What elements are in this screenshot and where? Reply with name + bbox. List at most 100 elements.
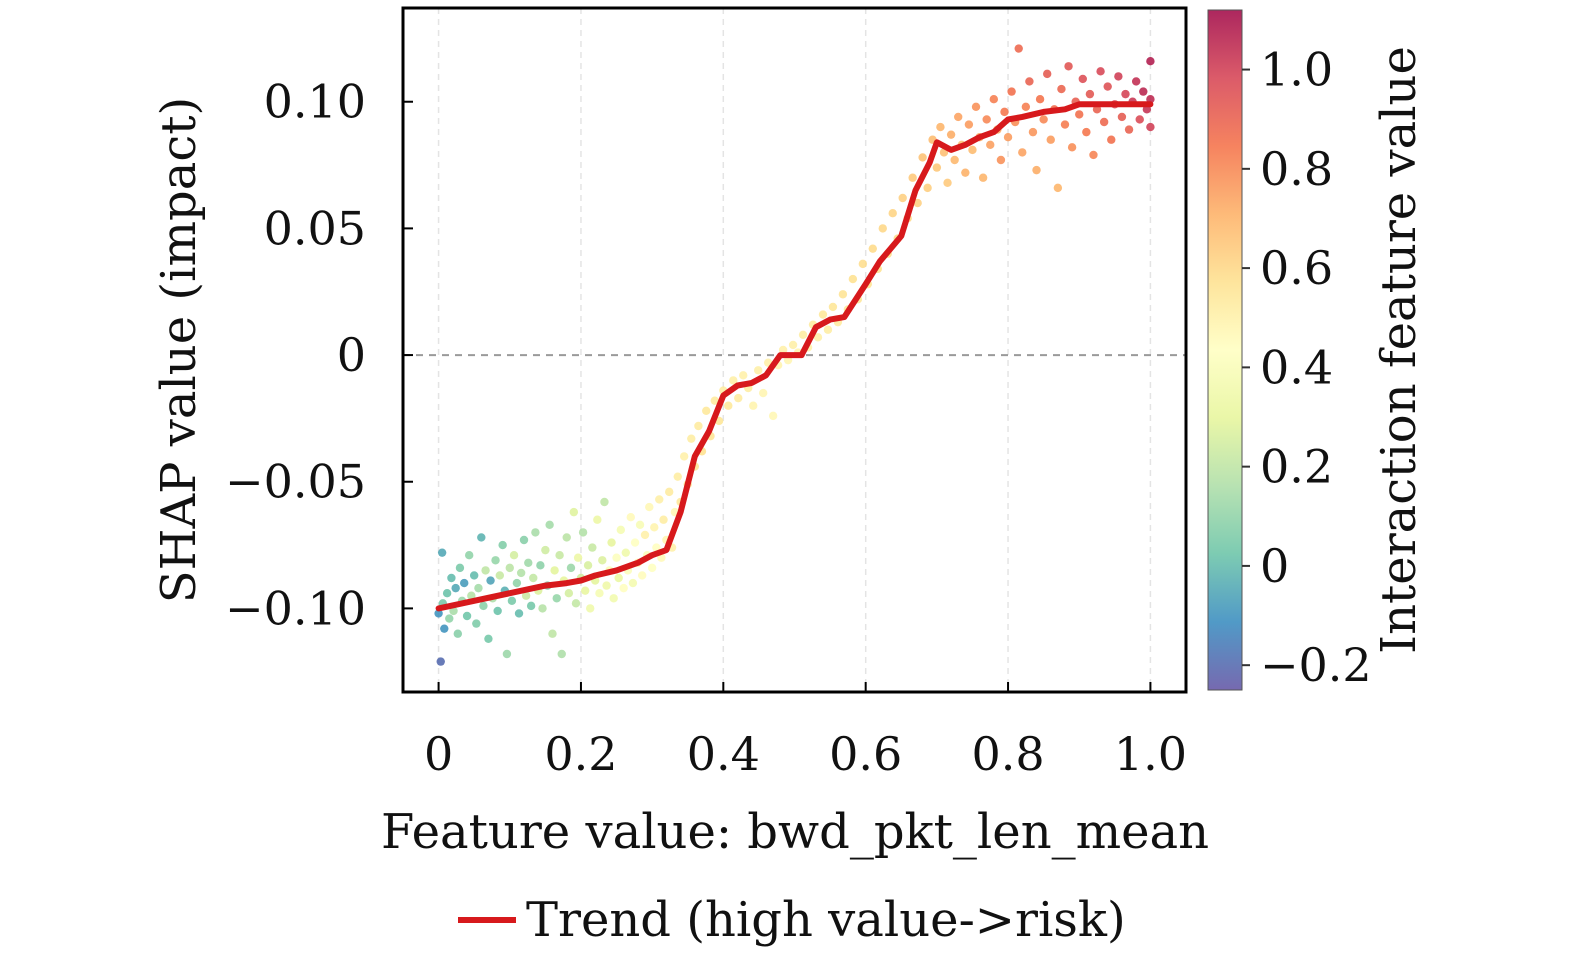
scatter-point <box>673 472 682 481</box>
scatter-point <box>445 614 454 623</box>
scatter-point <box>734 393 743 403</box>
scatter-point <box>479 601 488 611</box>
scatter-point <box>524 558 533 567</box>
scatter-point <box>569 507 579 517</box>
scatter-point <box>778 345 788 355</box>
colorbar-tick-label: 0 <box>1260 539 1289 593</box>
scatter-point <box>1107 135 1116 144</box>
scatter-point <box>564 589 574 598</box>
scatter-point <box>1060 120 1070 129</box>
scatter-point <box>464 551 474 560</box>
scatter-point <box>526 601 536 611</box>
scatter-point <box>1114 72 1123 81</box>
x-tick-label: 0 <box>424 727 453 781</box>
colorbar-tick-label: 0.4 <box>1260 340 1333 394</box>
scatter-point <box>1014 44 1023 53</box>
scatter-point <box>982 115 991 124</box>
scatter-point <box>619 583 628 593</box>
scatter-point <box>647 563 657 573</box>
scatter-point <box>650 523 659 532</box>
scatter-point <box>519 535 529 545</box>
scatter-point <box>1042 69 1052 79</box>
scatter-point <box>1139 87 1148 96</box>
scatter-point <box>538 604 547 613</box>
scatter-point <box>566 563 576 573</box>
scatter-point <box>571 599 581 608</box>
scatter-point <box>469 571 479 580</box>
scatter-point <box>1032 165 1041 175</box>
scatter-point <box>932 163 942 172</box>
scatter-point <box>1131 77 1141 86</box>
y-tick-label: −0.05 <box>225 455 366 509</box>
scatter-point <box>593 515 602 524</box>
scatter-point <box>531 528 540 537</box>
colorbar-ticks: 1.0 0.8 0.6 0.4 0.2 0 −0.2 <box>1242 43 1372 692</box>
scatter-point <box>694 421 703 431</box>
scatter-point <box>1146 57 1155 66</box>
scatter-point <box>753 366 763 375</box>
plot-area: 0 0.2 0.4 0.6 0.8 1.0 0.10 0.05 0 −0.05 −0.10 <box>225 6 1188 781</box>
scatter-point <box>923 183 932 193</box>
scatter-point <box>609 594 618 603</box>
scatter-point <box>838 290 848 299</box>
scatter-point <box>451 583 460 593</box>
scatter-point <box>493 606 502 616</box>
scatter-point <box>1121 89 1130 99</box>
scatter-point <box>509 551 519 560</box>
scatter-point <box>455 563 465 573</box>
scatter-point <box>665 487 674 497</box>
scatter-point <box>467 591 476 600</box>
scatter-point <box>749 401 758 410</box>
scatter-point <box>442 589 452 598</box>
scatter-point <box>1099 117 1109 127</box>
scatter-point <box>828 302 838 312</box>
scatter-point <box>578 528 588 537</box>
scatter-point <box>1085 89 1095 99</box>
scatter-point <box>739 371 748 380</box>
scatter-point <box>588 543 597 552</box>
scatter-point <box>462 611 472 621</box>
scatter-point <box>823 325 833 334</box>
y-axis-ticks: 0.10 0.05 0 −0.05 −0.10 <box>225 75 413 635</box>
scatter-point <box>434 609 443 618</box>
x-tick-label: 0.6 <box>829 727 902 781</box>
scatter-point <box>640 530 650 540</box>
scatter-point <box>460 578 469 588</box>
scatter-point <box>1103 82 1112 91</box>
scatter-point <box>507 596 517 605</box>
scatter-point <box>858 259 868 269</box>
scatter-point <box>1003 133 1013 142</box>
scatter-point <box>679 452 689 461</box>
scatter-point <box>477 533 486 542</box>
scatter-point <box>1089 150 1098 160</box>
scatter-point <box>1007 87 1016 96</box>
scatter-point <box>516 568 526 578</box>
scatter-point <box>548 629 557 638</box>
scatter-point <box>453 629 463 638</box>
scatter-point <box>687 434 696 443</box>
scatter-point <box>878 224 887 233</box>
legend-label-trend: Trend (high value->risk) <box>526 892 1126 948</box>
scatter-point <box>1028 127 1038 137</box>
scatter-point <box>918 153 927 162</box>
scatter-point <box>437 548 447 557</box>
scatter-point <box>637 571 647 580</box>
trend-line <box>435 101 1154 612</box>
scatter-point <box>936 122 945 132</box>
scatter-point <box>598 556 607 565</box>
scatter-point <box>1035 95 1045 104</box>
scatter-point <box>1018 148 1027 157</box>
scatter-point <box>481 566 490 575</box>
scatter-point <box>474 583 483 593</box>
y-axis-title: SHAP value (impact) <box>151 97 207 603</box>
scatter-point <box>954 112 963 122</box>
scatter-point <box>1053 183 1063 193</box>
scatter-point <box>908 173 917 182</box>
scatter-point <box>768 411 778 421</box>
scatter-point <box>659 515 668 524</box>
scatter-point <box>813 333 823 342</box>
scatter-point <box>710 396 719 405</box>
scatter-point <box>1021 102 1031 112</box>
scatter-point <box>1075 110 1084 119</box>
scatter-point <box>1057 84 1066 94</box>
